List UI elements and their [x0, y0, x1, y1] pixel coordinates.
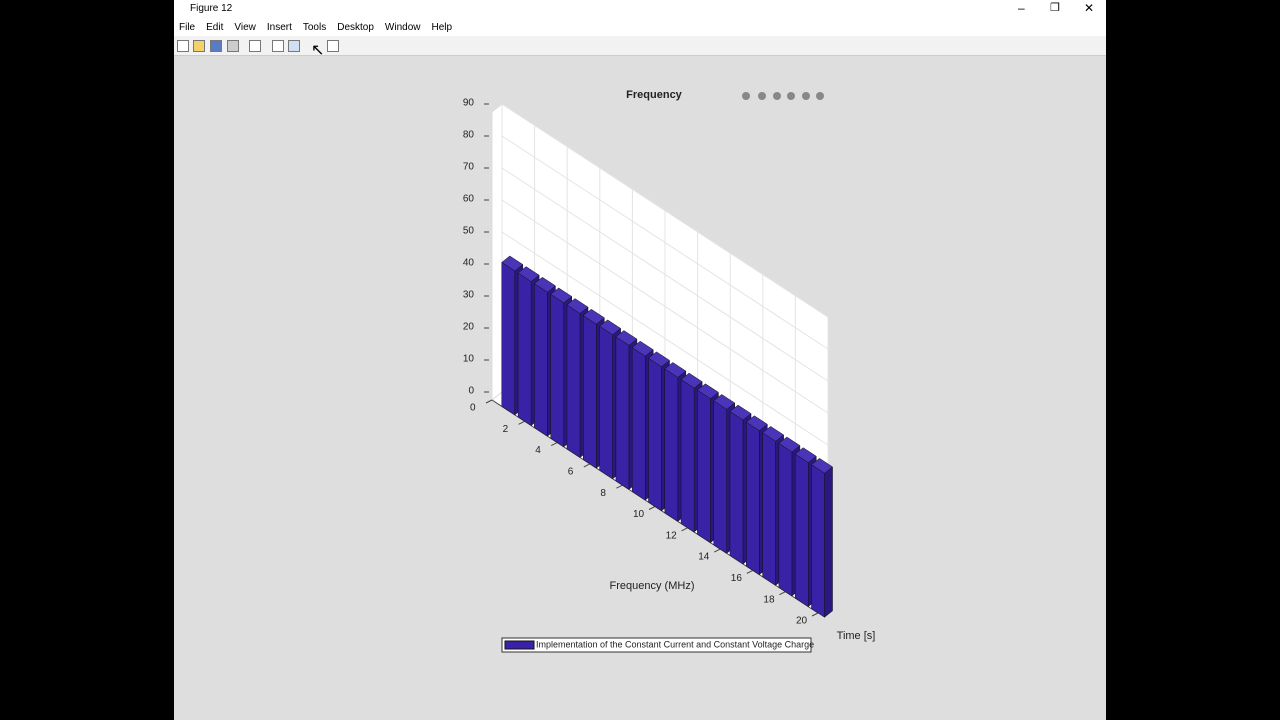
property-icon[interactable] [327, 40, 339, 52]
bar-front [778, 442, 793, 597]
z-tick-label: 70 [463, 162, 475, 173]
x-tick [681, 527, 688, 532]
x-tick [746, 569, 754, 574]
x-tick-label: 0 [470, 403, 476, 414]
bar-front [517, 272, 532, 427]
legend-swatch [504, 640, 535, 650]
legend-label: Implementation of the Constant Current a… [536, 639, 814, 649]
restore[interactable]: ❐ [1050, 2, 1060, 14]
bar-front [648, 357, 662, 512]
close[interactable]: ✕ [1084, 1, 1095, 15]
x-tick-label: 20 [796, 616, 808, 627]
bar-front [680, 379, 695, 533]
menu-item[interactable]: Insert [266, 21, 292, 33]
menu-item[interactable]: View [234, 21, 256, 33]
save-icon[interactable] [210, 40, 222, 52]
legend: Implementation of the Constant Current a… [501, 637, 814, 653]
bar-front [615, 336, 630, 490]
y-axis-label: Time [s] [837, 630, 876, 642]
link-icon[interactable] [249, 40, 261, 52]
bar-side [824, 466, 833, 618]
pan-icon[interactable] [773, 92, 781, 100]
x-tick-label: 4 [535, 445, 541, 456]
rotate-icon[interactable] [758, 92, 766, 100]
bar-front [664, 368, 679, 522]
home-icon[interactable] [816, 92, 824, 100]
x-tick-label: 14 [698, 552, 710, 563]
bar-front [729, 411, 744, 565]
zoom-out-icon[interactable] [802, 92, 810, 100]
z-tick-label: 30 [463, 290, 475, 301]
bar [811, 458, 833, 618]
title-bar: Figure 12 – ❐ ✕ [174, 0, 1106, 18]
x-tick [648, 506, 656, 510]
x-axis-label: Frequency (MHz) [610, 580, 695, 592]
menu-item[interactable]: File [179, 21, 196, 33]
x-tick [485, 399, 493, 404]
z-tick-label: 20 [463, 322, 475, 333]
left-wall [491, 102, 503, 402]
x-tick [616, 484, 623, 489]
colorbar-icon[interactable] [272, 40, 284, 52]
x-tick [550, 442, 558, 447]
bar-front [713, 400, 727, 554]
figure-window: Figure 12 – ❐ ✕ File Edit View Insert Tools D… [174, 0, 1106, 720]
z-tick-label: 90 [463, 98, 475, 109]
z-tick-label: 10 [463, 354, 475, 365]
bar-front [746, 421, 760, 576]
window-title: Figure 12 [190, 3, 233, 14]
menu-item[interactable]: Desktop [337, 21, 374, 33]
x-tick-label: 12 [666, 530, 678, 541]
bar-front [566, 304, 581, 458]
x-tick-label: 18 [763, 594, 775, 605]
legend-box [501, 637, 812, 653]
bar-front [501, 261, 516, 416]
z-tick-label: 60 [463, 194, 475, 205]
chart: Frequency Frequency (MHz) Time [s] 01020… [463, 89, 876, 653]
x-tick [713, 548, 721, 553]
open-icon[interactable] [193, 40, 205, 52]
x-tick [583, 463, 591, 468]
x-tick [518, 420, 525, 425]
z-tick-label: 50 [463, 226, 475, 237]
print-icon[interactable] [227, 40, 239, 52]
chart-title: Frequency [626, 89, 683, 101]
z-tick-label: 40 [463, 258, 475, 269]
menu-item[interactable]: Help [431, 21, 453, 33]
menu-item[interactable]: Window [384, 21, 421, 33]
x-tick [811, 612, 819, 617]
bar-front [534, 283, 548, 437]
z-tick-label: 80 [463, 130, 475, 141]
menu-bar: File Edit View Insert Tools Desktop Window Help [174, 18, 1106, 36]
legend-icon[interactable] [288, 40, 300, 52]
x-tick-label: 10 [633, 509, 645, 520]
z-tick-label: 0 [468, 386, 474, 397]
x-tick-label: 2 [503, 424, 509, 435]
axes-toolbar [742, 92, 824, 100]
bar-front [794, 453, 809, 608]
bar-front [631, 347, 646, 501]
x-tick-label: 6 [568, 467, 574, 478]
zoom-in-icon[interactable] [787, 92, 795, 100]
x-tick [779, 591, 786, 596]
brush-icon[interactable] [742, 92, 750, 100]
toolbar: ↖ [174, 36, 1106, 59]
minimize[interactable]: – [1018, 1, 1025, 15]
menu-item[interactable]: Edit [206, 21, 224, 33]
bar-front [583, 315, 597, 469]
bar-front [599, 325, 613, 480]
bar-front [762, 432, 776, 586]
x-tick-label: 8 [600, 488, 606, 499]
bar-front [697, 389, 711, 544]
x-tick-label: 16 [731, 573, 743, 584]
bar-front [550, 293, 564, 448]
menu-item[interactable]: Tools [302, 21, 327, 33]
bar-front [811, 464, 825, 618]
new-icon[interactable] [177, 40, 189, 52]
